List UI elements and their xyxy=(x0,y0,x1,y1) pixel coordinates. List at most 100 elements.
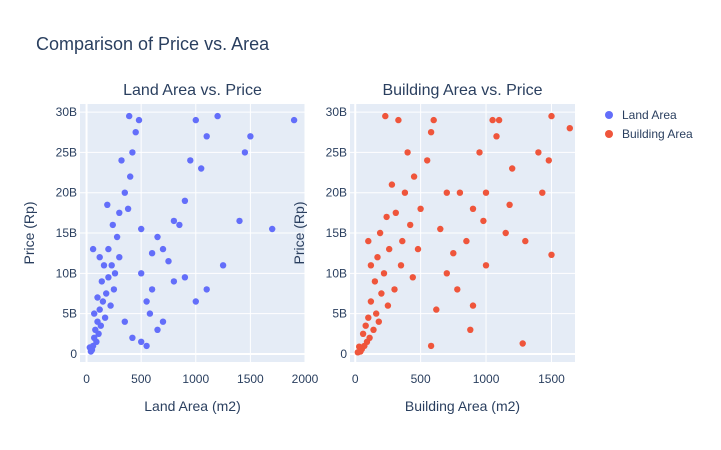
data-point-building xyxy=(566,125,573,132)
data-point-building xyxy=(509,165,516,172)
data-point-land xyxy=(236,217,243,225)
data-point-building xyxy=(482,262,490,269)
subplot-title-building: Building Area vs. Price xyxy=(382,82,542,99)
legend[interactable]: Land Area Building Area xyxy=(605,108,693,141)
data-point-land xyxy=(159,318,167,325)
data-point-land xyxy=(96,254,103,261)
y-tick-label-building: 25B xyxy=(326,145,347,159)
data-point-building xyxy=(356,343,363,350)
x-tick-labels-building: 0 500 1000 1500 xyxy=(352,372,565,386)
legend-marker-land-area xyxy=(605,111,613,119)
data-point-land xyxy=(104,201,111,208)
data-point-building xyxy=(443,270,450,277)
data-point-land xyxy=(127,173,134,180)
legend-label-land-area: Land Area xyxy=(622,108,677,122)
data-point-land xyxy=(138,338,145,345)
data-point-building xyxy=(548,251,555,258)
y-tick-labels-land: 0 5B 10B 15B 20B 25B 30B xyxy=(56,105,78,361)
data-point-building xyxy=(359,330,367,337)
data-point-building xyxy=(427,129,435,136)
data-point-building xyxy=(362,322,369,329)
data-point-building xyxy=(450,250,457,257)
data-point-land xyxy=(94,318,101,325)
data-point-land xyxy=(143,298,150,305)
data-point-building xyxy=(443,189,450,196)
y-axis-label-building: Price (Rp) xyxy=(291,201,307,264)
data-point-land xyxy=(98,278,106,285)
data-point-building xyxy=(548,112,555,120)
scatter-points-land xyxy=(86,112,298,355)
data-point-land xyxy=(290,116,298,124)
chart-title: Comparison of Price vs. Area xyxy=(36,34,270,54)
data-point-land xyxy=(146,310,154,317)
data-point-land xyxy=(121,189,128,196)
data-point-building xyxy=(430,116,437,124)
data-point-land xyxy=(129,149,136,156)
x-tick-label-building: 1500 xyxy=(538,372,565,386)
data-point-land xyxy=(165,258,172,265)
data-point-building xyxy=(535,149,542,156)
data-point-building xyxy=(371,278,379,285)
y-tick-label-building: 0 xyxy=(340,347,347,361)
data-point-land xyxy=(101,314,109,321)
data-point-building xyxy=(456,189,464,196)
data-point-land xyxy=(170,217,178,225)
data-point-land xyxy=(138,225,145,233)
data-point-land xyxy=(135,116,143,124)
data-point-land xyxy=(91,310,98,317)
data-point-building xyxy=(378,290,385,297)
data-point-building xyxy=(469,205,477,212)
data-point-building xyxy=(409,274,416,281)
y-tick-label-building: 20B xyxy=(326,186,347,200)
x-tick-label-building: 0 xyxy=(352,372,359,386)
data-point-building xyxy=(495,116,503,124)
y-tick-label-building: 15B xyxy=(326,226,347,240)
data-point-building xyxy=(480,217,487,225)
y-tick-label-land: 10B xyxy=(56,266,77,280)
data-point-building xyxy=(376,229,384,237)
data-point-building xyxy=(493,133,500,140)
y-tick-labels-building: 0 5B 10B 15B 20B 25B 30B xyxy=(326,105,348,361)
data-point-land xyxy=(110,286,118,293)
data-point-building xyxy=(392,209,399,216)
y-tick-label-building: 5B xyxy=(332,307,347,321)
data-point-land xyxy=(143,342,150,350)
data-point-land xyxy=(107,302,114,309)
data-point-land xyxy=(118,157,125,164)
data-point-land xyxy=(96,306,103,313)
data-point-building xyxy=(410,173,418,180)
data-point-building xyxy=(370,326,377,333)
legend-item-building-area[interactable]: Building Area xyxy=(605,127,693,141)
data-point-building xyxy=(384,302,392,309)
data-point-land xyxy=(219,262,227,269)
data-point-land xyxy=(105,274,112,281)
data-point-building xyxy=(382,112,389,120)
data-point-building xyxy=(417,205,424,212)
legend-item-land-area[interactable]: Land Area xyxy=(605,108,677,122)
y-tick-label-land: 20B xyxy=(56,186,77,200)
data-point-building xyxy=(469,302,477,309)
legend-marker-building-area xyxy=(605,130,613,138)
x-axis-label-building: Building Area (m2) xyxy=(405,398,520,414)
data-point-land xyxy=(103,290,110,297)
data-point-building xyxy=(354,349,361,356)
data-point-building xyxy=(489,116,496,124)
x-tick-label-land: 500 xyxy=(131,372,151,386)
data-point-building xyxy=(365,314,372,321)
data-point-building xyxy=(380,270,388,277)
data-point-building xyxy=(367,298,375,305)
y-tick-label-land: 0 xyxy=(70,347,77,361)
data-point-building xyxy=(437,225,444,233)
data-point-land xyxy=(214,112,221,120)
data-point-land xyxy=(154,326,161,333)
data-point-land xyxy=(198,165,205,172)
x-tick-label-land: 1500 xyxy=(237,372,264,386)
data-point-land xyxy=(192,116,199,124)
data-point-land xyxy=(170,278,178,285)
data-point-building xyxy=(545,157,552,164)
data-point-building xyxy=(433,306,440,313)
y-tick-label-building: 10B xyxy=(326,266,347,280)
data-point-land xyxy=(113,233,121,241)
data-point-building xyxy=(407,221,414,229)
subplot-building-area: 0 500 1000 1500 0 5B 10B 15B 20B 25B 30B Building… xyxy=(291,82,575,414)
